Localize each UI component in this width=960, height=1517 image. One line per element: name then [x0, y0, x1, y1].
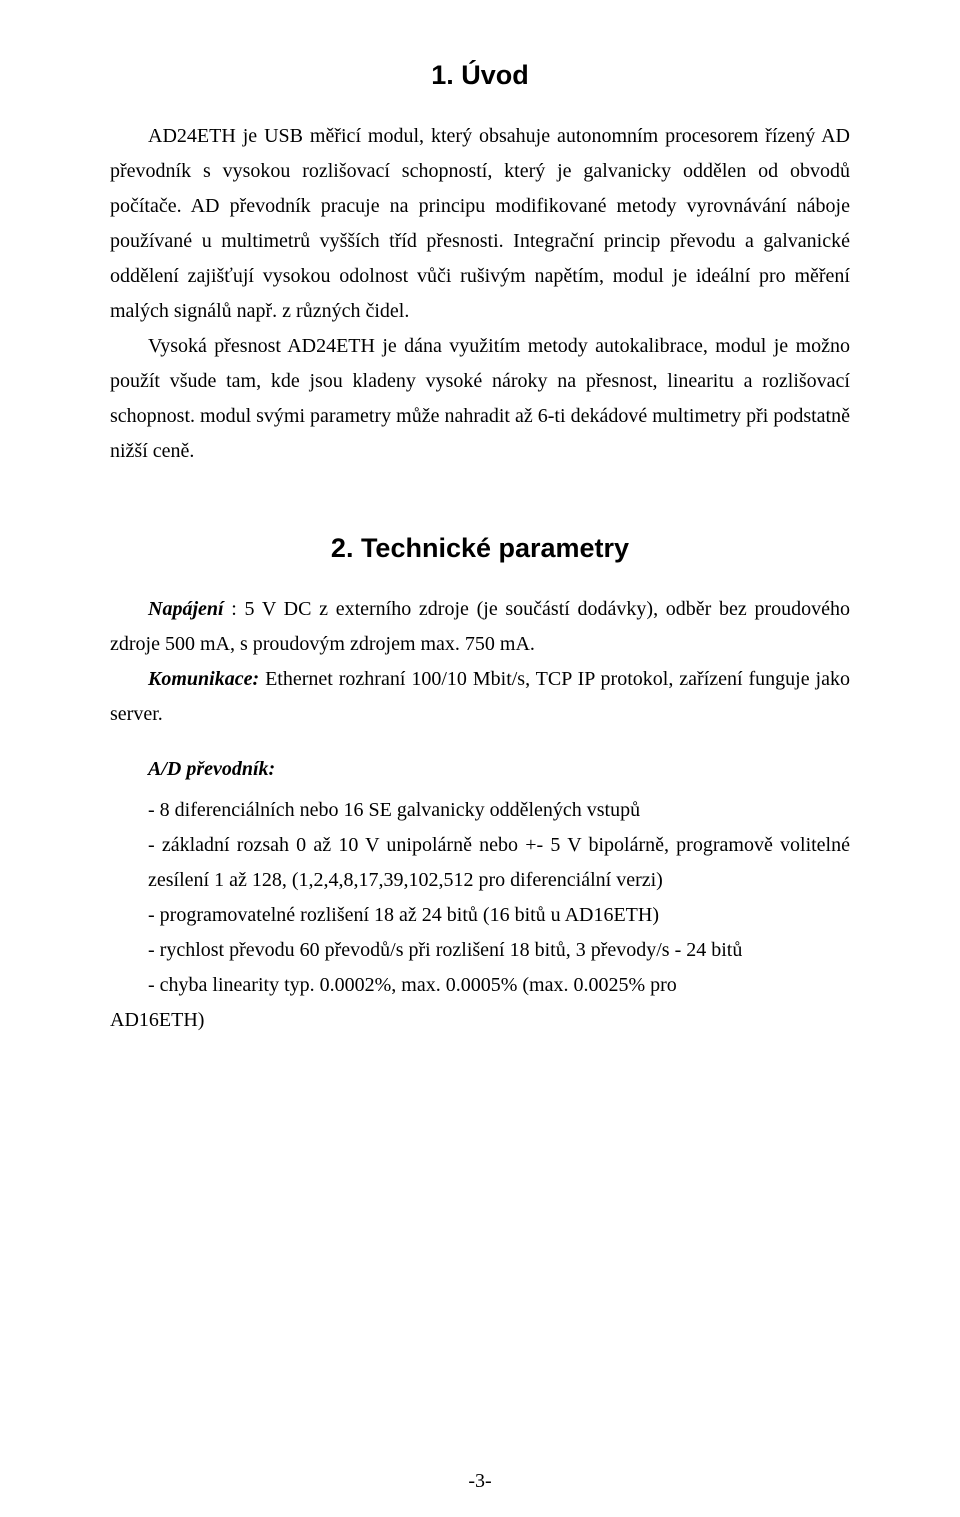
section-1-heading: 1. Úvod	[110, 60, 850, 91]
ad-bullet-item: rychlost převodu 60 převodů/s při rozliš…	[110, 933, 850, 968]
ad-bullet-list: 8 diferenciálních nebo 16 SE galvanicky …	[110, 793, 850, 1003]
section-2-heading: 2. Technické parametry	[110, 533, 850, 564]
section-2: 2. Technické parametry Napájení : 5 V DC…	[110, 533, 850, 1038]
ad-bullet-item: programovatelné rozlišení 18 až 24 bitů …	[110, 898, 850, 933]
section-1-paragraph-2: Vysoká přesnost AD24ETH je dána využitím…	[110, 329, 850, 469]
ad-bullet-item: 8 diferenciálních nebo 16 SE galvanicky …	[110, 793, 850, 828]
ad-bullet-item: chyba linearity typ. 0.0002%, max. 0.000…	[110, 968, 850, 1003]
ad-bullet-trailing: AD16ETH)	[110, 1003, 850, 1038]
napajeni-label: Napájení	[148, 598, 224, 620]
page: 1. Úvod AD24ETH je USB měřicí modul, kte…	[0, 0, 960, 1517]
napajeni-line: Napájení : 5 V DC z externího zdroje (je…	[110, 592, 850, 662]
page-number: -3-	[0, 1470, 960, 1493]
ad-bullet-item: základní rozsah 0 až 10 V unipolárně neb…	[110, 828, 850, 898]
komunikace-line: Komunikace: Ethernet rozhraní 100/10 Mbi…	[110, 662, 850, 732]
ad-label-text: A/D převodník:	[148, 758, 275, 780]
section-1-paragraph-1: AD24ETH je USB měřicí modul, který obsah…	[110, 119, 850, 329]
komunikace-label: Komunikace:	[148, 668, 259, 690]
ad-prevodnik-label: A/D převodník:	[110, 752, 850, 787]
